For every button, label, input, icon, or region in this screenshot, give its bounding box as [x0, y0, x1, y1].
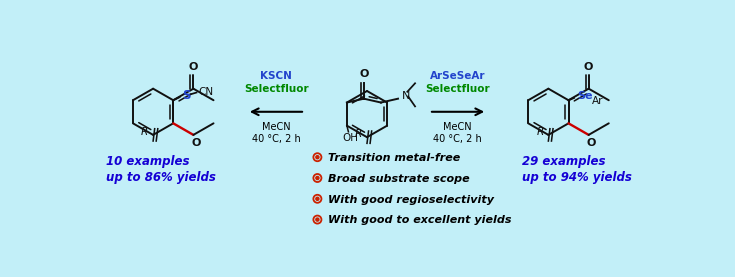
Text: Selectfluor: Selectfluor — [244, 84, 309, 94]
Text: ArSeSeAr: ArSeSeAr — [430, 71, 485, 81]
Text: 29 examples: 29 examples — [522, 155, 606, 168]
Text: Se: Se — [577, 91, 592, 101]
Text: 40 °C, 2 h: 40 °C, 2 h — [434, 134, 482, 144]
Circle shape — [316, 156, 319, 159]
Text: Broad substrate scope: Broad substrate scope — [329, 174, 470, 184]
Text: S: S — [182, 89, 190, 102]
Text: R: R — [355, 129, 362, 139]
Text: O: O — [584, 62, 593, 72]
Text: MeCN: MeCN — [443, 122, 472, 132]
Text: Transition metal-free: Transition metal-free — [329, 153, 461, 163]
Text: MeCN: MeCN — [262, 122, 290, 132]
Text: O: O — [189, 62, 198, 72]
Text: up to 86% yields: up to 86% yields — [106, 171, 215, 184]
Text: 40 °C, 2 h: 40 °C, 2 h — [252, 134, 301, 144]
Circle shape — [316, 218, 319, 221]
Text: O: O — [587, 138, 595, 148]
Circle shape — [316, 197, 319, 200]
Text: N: N — [402, 91, 410, 101]
Text: O: O — [359, 70, 368, 79]
Text: With good to excellent yields: With good to excellent yields — [329, 215, 512, 225]
Text: Ar: Ar — [592, 96, 603, 106]
Text: O: O — [191, 138, 201, 148]
Text: KSCN: KSCN — [260, 71, 293, 81]
Text: OH: OH — [342, 133, 358, 143]
Text: CN: CN — [198, 87, 213, 97]
Text: 10 examples: 10 examples — [106, 155, 190, 168]
Text: With good regioselectivity: With good regioselectivity — [329, 194, 494, 204]
Text: R: R — [141, 127, 148, 137]
Text: R: R — [537, 127, 544, 137]
Text: up to 94% yields: up to 94% yields — [522, 171, 632, 184]
Text: Selectfluor: Selectfluor — [426, 84, 490, 94]
Circle shape — [316, 176, 319, 179]
